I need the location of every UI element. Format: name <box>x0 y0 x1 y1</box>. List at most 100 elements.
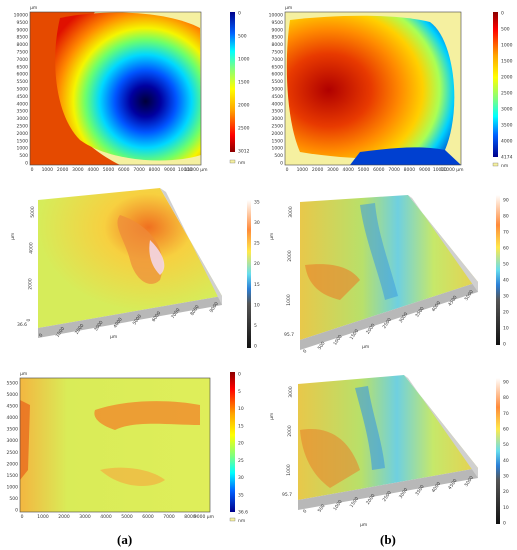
scale-tick-label: 0 <box>501 11 504 17</box>
y-tick-label: 2500 <box>7 450 19 456</box>
scale-tick-label: 80 <box>503 214 509 220</box>
scale-tick-label: 30 <box>503 294 509 300</box>
y-tick-label: 1000 <box>272 146 284 152</box>
x-tick-label: 8000 <box>184 514 196 520</box>
scale-tick-label: 5 <box>238 389 241 395</box>
scale-tick-label: 1500 <box>501 59 513 65</box>
x-tick-label: 3000 <box>79 514 91 520</box>
y-tick-label: 10000 <box>14 13 28 19</box>
height-scale-bar <box>496 378 500 524</box>
scale-tick-label: 1000 <box>501 43 513 49</box>
scale-tick-label: 3012 <box>238 149 250 155</box>
y-tick-label: 3000 <box>288 386 294 398</box>
y-tick-label: 5000 <box>272 87 284 93</box>
scale-tick-label: 4174 <box>501 155 513 161</box>
scale-tick-label: 25 <box>254 241 260 247</box>
y-tick-label: 6000 <box>272 72 284 78</box>
y-tick-label: 2000 <box>287 425 293 437</box>
x-tick-label: 10000 <box>433 167 447 173</box>
y-tick-label: 1000 <box>286 464 292 476</box>
y-tick-label: 1000 <box>7 484 19 490</box>
x-tick-label: 0 <box>38 332 45 338</box>
x-tick-label: 2000 <box>57 167 69 173</box>
scale-tick-label: 1500 <box>238 80 250 86</box>
y-unit-label: µm <box>11 233 16 240</box>
x-tick-label: 3000 <box>398 487 410 500</box>
y-unit-label: µm <box>20 372 27 377</box>
scale-tick-label: 50 <box>503 442 509 448</box>
y-tick-label: 7500 <box>272 50 284 56</box>
surface-side <box>38 296 222 338</box>
scale-tick-label: 25 <box>238 458 244 464</box>
x-tick-label: 4000 <box>100 514 112 520</box>
y-tick-label: 5500 <box>7 381 19 387</box>
x-tick-label: 0 <box>21 514 24 520</box>
panel-a1: 0500100015002000250030003500400045005000… <box>14 6 250 173</box>
y-tick-label: 7500 <box>17 50 29 56</box>
y-tick-label: 5500 <box>272 79 284 85</box>
x-unit-label: µm <box>360 523 367 528</box>
y-tick-label: 3500 <box>272 109 284 115</box>
x-unit-label: µm <box>110 335 117 340</box>
y-tick-label: 500 <box>9 496 18 502</box>
y-tick-label: 1500 <box>7 473 19 479</box>
scale-tick-label: 0 <box>503 342 506 348</box>
scale-tick-label: 0 <box>238 372 241 378</box>
y-tick-label: 9500 <box>272 20 284 26</box>
y-tick-label: 8000 <box>272 42 284 48</box>
scale-tick-label: 15 <box>254 282 260 288</box>
y-tick-label: 5000 <box>30 206 36 218</box>
y-tick-label: 5000 <box>7 392 19 398</box>
scale-tick-label: 20 <box>254 261 260 267</box>
panel-b2: 90 80 70 60 50 40 30 20 10 0 1000 2000 3000 0 500 1000 1… <box>270 195 509 354</box>
x-tick-label: 1000 <box>37 514 49 520</box>
x-tick-label: 6000 <box>118 167 130 173</box>
scale-tick-label: 2500 <box>501 91 513 97</box>
y-tick-label: 4500 <box>272 94 284 100</box>
y-tick-label: 0 <box>280 161 283 167</box>
surface-wear-track <box>117 215 163 284</box>
y-tick-label: 3500 <box>17 109 29 115</box>
nodata-legend-label: nm <box>238 519 245 524</box>
scale-tick-label: 2500 <box>238 126 250 132</box>
x-tick-label: 2500 <box>381 317 393 330</box>
panel-b3: 90 80 70 60 50 40 30 20 10 0 1000 2000 3000 0 500 1000 1… <box>270 375 509 528</box>
scale-tick-label: 35 <box>238 492 244 498</box>
x-tick-label: 11000 µm <box>441 167 464 173</box>
x-tick-label: 5000 <box>463 289 475 302</box>
scale-tick-label: 70 <box>503 230 509 236</box>
scale-tick-label: 60 <box>503 427 509 433</box>
x-tick-label: 0 <box>302 508 309 514</box>
y-tick-label: 4000 <box>272 101 284 107</box>
x-tick-label: 6000 <box>151 310 163 323</box>
x-tick-label: 1000 <box>55 326 67 339</box>
scale-tick-label: 20 <box>503 489 509 495</box>
caption-a: (a) <box>117 532 133 547</box>
y-tick-label: 0 <box>26 318 32 321</box>
x-tick-label: 7000 <box>170 307 182 320</box>
y-tick-label: 0 <box>25 161 28 167</box>
y-tick-label: 3000 <box>288 206 294 218</box>
x-tick-label: 4500 <box>447 295 459 308</box>
x-tick-label: 7000 <box>163 514 175 520</box>
y-tick-label: 3000 <box>272 116 284 122</box>
x-tick-label: 4500 <box>447 478 459 491</box>
scale-tick-label: 0 <box>503 521 506 527</box>
y-tick-label: 5000 <box>17 87 29 93</box>
y-tick-label: 6500 <box>272 64 284 70</box>
wear-band <box>94 401 200 430</box>
y-tick-label: 9000 <box>17 27 29 33</box>
z-label: 95.7 <box>284 332 294 338</box>
y-tick-label: 8500 <box>17 35 29 41</box>
x-tick-label: 3000 <box>327 167 339 173</box>
y-tick-label: 4000 <box>17 101 29 107</box>
z-label: 95.7 <box>282 492 292 498</box>
x-tick-label: 5000 <box>132 313 144 326</box>
x-unit-label: µm <box>362 345 369 350</box>
y-unit-label: µm <box>285 6 292 11</box>
y-tick-label: 8000 <box>17 42 29 48</box>
x-tick-label: 1000 <box>297 167 309 173</box>
scale-tick-label: 30 <box>503 474 509 480</box>
x-tick-label: 4000 <box>342 167 354 173</box>
